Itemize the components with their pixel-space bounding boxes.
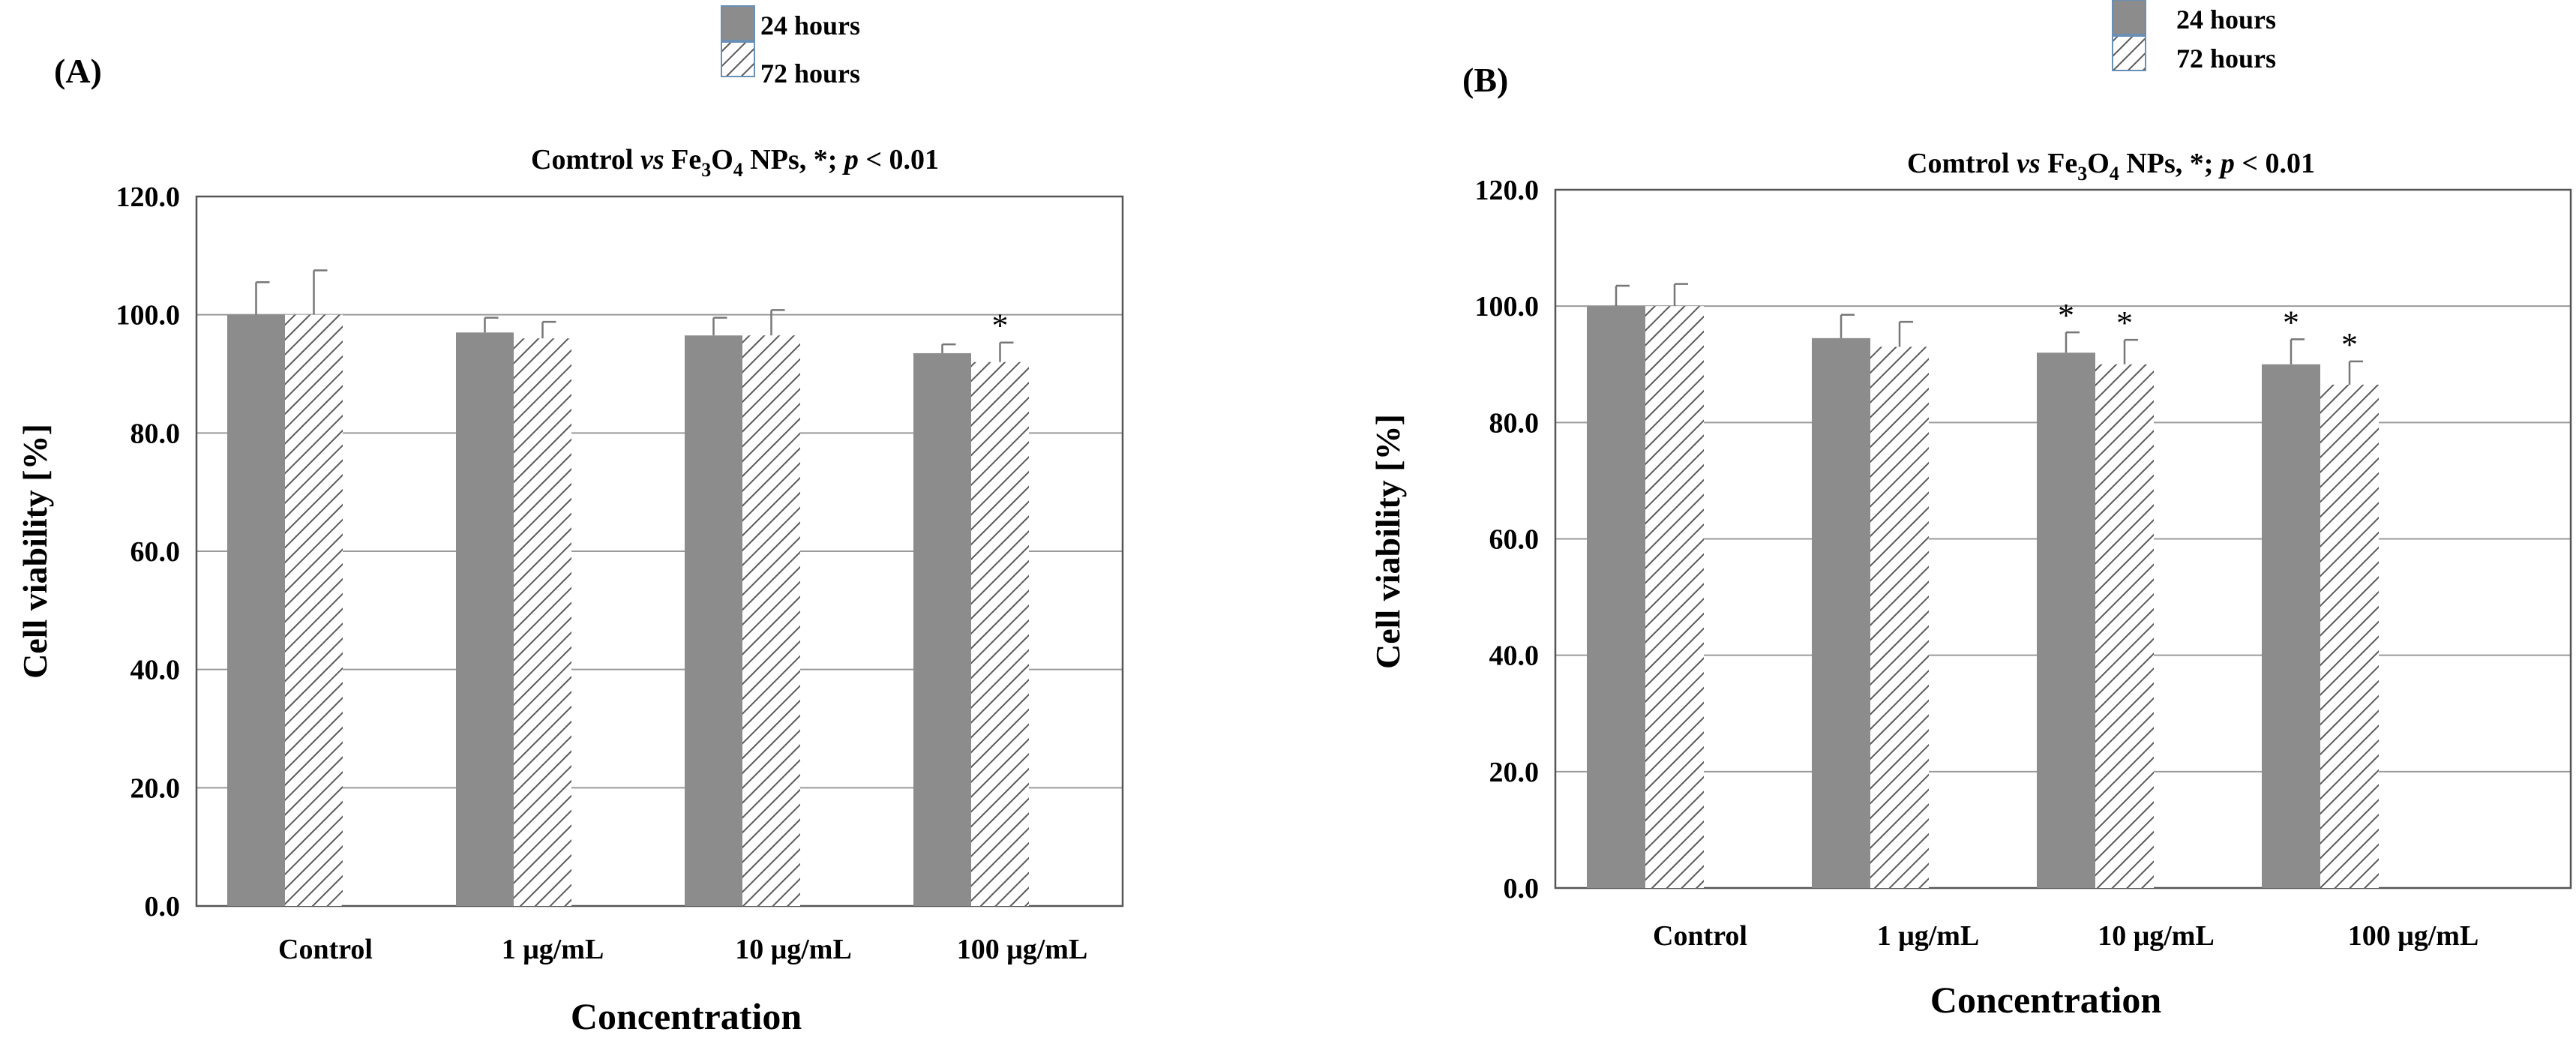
x-axis-title: Concentration — [1930, 979, 2161, 1021]
y-tick-label: 80.0 — [1489, 407, 1540, 439]
y-tick-label: 60.0 — [130, 536, 181, 568]
x-tick-label: Control — [278, 934, 373, 965]
x-axis-title: Concentration — [571, 995, 802, 1037]
legend: 24 hours 72 hours — [2112, 0, 2276, 74]
y-tick-label: 120.0 — [116, 182, 181, 213]
x-tick-label: 100 μg/mL — [957, 934, 1088, 965]
x-tick-label: 1 μg/mL — [502, 934, 604, 965]
legend-label-72h: 72 hours — [760, 58, 860, 88]
significance-star: * — [2116, 304, 2133, 341]
stat-note: Comtrol vs Fe3O4 NPs, *; p < 0.01 — [531, 144, 939, 181]
bar-24h-1 — [456, 332, 514, 907]
legend-label-72h: 72 hours — [2176, 44, 2276, 74]
significance-star: * — [992, 308, 1009, 344]
legend-swatch-72h — [721, 41, 755, 77]
significance-star: * — [2341, 326, 2358, 363]
y-tick-label: 40.0 — [1489, 640, 1540, 672]
bar-24h-3 — [2262, 364, 2320, 888]
bar-72h-1 — [1870, 346, 1929, 889]
y-axis-title: Cell viability [%] — [16, 424, 54, 679]
y-tick-label: 100.0 — [116, 300, 181, 332]
stat-note: Comtrol vs Fe3O4 NPs, *; p < 0.01 — [1907, 148, 2315, 184]
bar-72h-0 — [1645, 306, 1704, 889]
panel-a: (A) 24 hours 72 hours Comtrol vs Fe3O4 NPs,… — [16, 5, 1124, 1037]
bar-72h-3 — [2320, 384, 2379, 888]
legend-swatch-24h — [2112, 0, 2146, 35]
y-tick-label: 0.0 — [145, 891, 181, 922]
y-tick-label: 20.0 — [1489, 757, 1540, 788]
legend-swatch-72h — [2112, 35, 2146, 71]
bar-72h-0 — [285, 314, 343, 907]
x-tick-label: 1 μg/mL — [1877, 920, 1980, 952]
y-tick-label: 60.0 — [1489, 524, 1540, 556]
bar-24h-0 — [227, 314, 285, 907]
bar-24h-2 — [685, 335, 742, 907]
bar-72h-3 — [971, 362, 1029, 906]
y-tick-label: 0.0 — [1504, 873, 1540, 904]
legend-label-24h: 24 hours — [760, 10, 860, 40]
plot-area — [195, 195, 1124, 908]
bar-72h-2 — [742, 335, 800, 907]
x-tick-label: 100 μg/mL — [2348, 920, 2479, 952]
legend-swatch-24h — [721, 5, 755, 41]
bar-72h-1 — [514, 338, 571, 906]
bar-72h-2 — [2095, 364, 2154, 888]
x-tick-label: 10 μg/mL — [2098, 920, 2215, 952]
panel-b: (B) 24 hours 72 hours Comtrol vs Fe3O4 NPs,… — [1369, 0, 2572, 1021]
bar-24h-2 — [2037, 352, 2095, 888]
x-tick-label: Control — [1653, 920, 1747, 952]
legend-label-24h: 24 hours — [2176, 4, 2276, 34]
bar-24h-0 — [1587, 306, 1645, 889]
y-tick-label: 40.0 — [130, 655, 181, 686]
panel-label: (B) — [1462, 61, 1508, 99]
y-tick-label: 120.0 — [1475, 175, 1540, 206]
significance-star: * — [2058, 297, 2074, 334]
bar-24h-3 — [913, 352, 971, 906]
y-tick-label: 80.0 — [130, 418, 181, 449]
y-axis-title: Cell viability [%] — [1369, 414, 1407, 669]
y-tick-label: 20.0 — [130, 772, 181, 804]
legend: 24 hours 72 hours — [721, 5, 860, 88]
significance-star: * — [2283, 304, 2299, 340]
x-tick-label: 10 μg/mL — [735, 934, 852, 965]
bar-24h-1 — [1812, 338, 1870, 888]
panel-label: (A) — [54, 52, 102, 90]
y-tick-label: 100.0 — [1475, 291, 1540, 322]
